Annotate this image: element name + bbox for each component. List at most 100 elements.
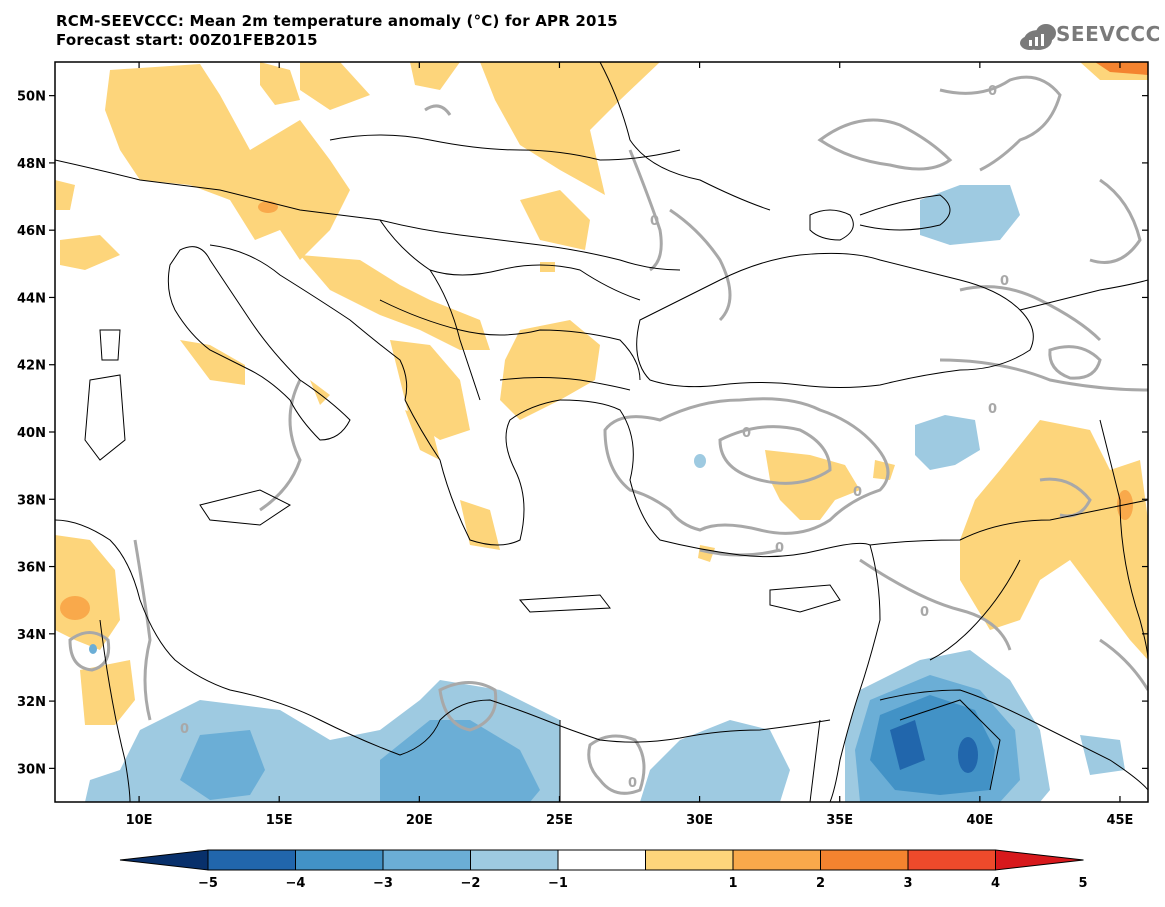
- contour-libya-ring: [438, 681, 498, 732]
- anomaly-spot-algeria: [89, 644, 97, 654]
- coastline-turkey: [559, 399, 871, 558]
- colorbar-segment: [382, 849, 471, 871]
- anomaly-area-greece-south: [460, 500, 500, 550]
- anomaly-area-italy-south: [310, 380, 330, 405]
- coastline-greece: [404, 399, 561, 546]
- contour-algeria: [133, 539, 152, 721]
- lon-label: 20E: [406, 813, 433, 828]
- contour-label: 0: [775, 541, 784, 556]
- anomaly-area-libya-east: [380, 720, 540, 802]
- coastline-black-sea: [636, 252, 1034, 388]
- colorbar-segment: [645, 849, 734, 871]
- colorbar-label: −5: [198, 876, 218, 891]
- contour-sea-ring: [1048, 345, 1102, 380]
- anomaly-area-turkey-east: [915, 415, 980, 470]
- border-jordan: [879, 689, 1148, 791]
- border-bulgaria: [499, 377, 631, 391]
- anomaly-area-hungary: [520, 190, 590, 250]
- border-algeria-tunisia: [99, 619, 131, 802]
- border-ukraine: [599, 62, 771, 211]
- positive-anomaly-strong: [60, 62, 1148, 620]
- border-hungary: [379, 219, 641, 301]
- anomaly-area-alps-west: [55, 180, 75, 210]
- colorbar-label: −2: [461, 876, 481, 891]
- anomaly-area-arabia-core: [890, 720, 925, 770]
- contour-label: 0: [742, 426, 751, 441]
- coastline-north-africa: [55, 519, 831, 756]
- border-saudi: [899, 699, 1001, 791]
- anomaly-area-sinai: [1080, 735, 1125, 775]
- contour-label: 0: [650, 214, 659, 229]
- contour-egypt-ring: [587, 734, 646, 795]
- colorbar-segment: [732, 849, 821, 871]
- colorbar-label: 5: [1078, 876, 1087, 891]
- contour-labels: 0 0 0 0 0 0 0 0 0 0: [180, 84, 1009, 791]
- colorbar-label: −3: [373, 876, 393, 891]
- border-egypt-israel: [809, 719, 821, 802]
- contour-iran: [1099, 638, 1148, 691]
- contour-romania: [628, 149, 663, 272]
- colorbar-segment: [907, 849, 996, 871]
- colorbar-arrow-right: [995, 849, 1084, 871]
- lon-label: 35E: [826, 813, 853, 828]
- contour-label: 0: [180, 722, 189, 737]
- lon-label: 25E: [546, 813, 573, 828]
- contour-label: 0: [628, 776, 637, 791]
- coastline-crete: [518, 594, 611, 613]
- lat-label: 30N: [17, 762, 46, 777]
- anomaly-area-croatia-serbia: [300, 255, 490, 350]
- contour-caspian: [939, 75, 1062, 172]
- map-plot-area: 0 0 0 0 0 0 0 0 0 0: [55, 62, 1148, 802]
- colorbar-label: 2: [816, 876, 825, 891]
- colorbar-label: −4: [286, 876, 306, 891]
- anomaly-area-north-alps: [300, 62, 370, 110]
- contour-turkey-west: [603, 397, 890, 535]
- colorbar-segment: [470, 849, 559, 871]
- border-balkans: [379, 299, 641, 381]
- lat-label: 40N: [17, 426, 46, 441]
- contour-moldova: [669, 208, 732, 322]
- contour-levant: [859, 558, 1012, 651]
- anomaly-area-serbia-small: [540, 262, 555, 272]
- contour-ukraine: [817, 118, 953, 171]
- anomaly-spot-aegean: [694, 454, 706, 468]
- border-central-europe: [55, 159, 681, 271]
- anomaly-area-bulgaria: [500, 320, 600, 420]
- coastline-levant: [829, 544, 881, 802]
- coastline-adriatic-east: [209, 244, 408, 401]
- contour-label: 0: [988, 402, 997, 417]
- country-borders: [55, 62, 1148, 802]
- colorbar-label: −1: [548, 876, 568, 891]
- colorbar-label: 1: [728, 876, 737, 891]
- logo-text: SEEVCCC: [1056, 22, 1161, 46]
- anomaly-area-east-turkey: [960, 420, 1148, 660]
- anomaly-area-egypt: [640, 720, 790, 802]
- coastline-crimea: [809, 209, 854, 241]
- coastline-cyprus: [769, 584, 841, 613]
- anomaly-area-greece-west: [405, 410, 440, 460]
- lon-label: 10E: [126, 813, 153, 828]
- anomaly-spot-caspian: [1095, 62, 1148, 75]
- anomaly-area-italy-north: [60, 235, 120, 270]
- latitude-axis: 50N 48N 46N 44N 42N 40N 38N 36N 34N 32N 30N: [17, 90, 1148, 777]
- anomaly-spot-austria: [258, 201, 278, 213]
- contour-label: 0: [1000, 274, 1009, 289]
- anomaly-area-tunisia-south: [80, 660, 135, 725]
- contour-italy-north: [424, 104, 452, 116]
- negative-anomaly-fills: [85, 185, 1125, 802]
- lat-label: 42N: [17, 359, 46, 374]
- lon-label: 30E: [686, 813, 713, 828]
- lat-label: 46N: [17, 224, 46, 239]
- lon-label: 45E: [1106, 813, 1133, 828]
- coastline-azov: [859, 194, 951, 231]
- colorbar-segment: [557, 849, 646, 871]
- colorbar-label: 4: [991, 876, 1000, 891]
- contour-label: 0: [853, 485, 862, 500]
- colorbar-segment: [820, 849, 909, 871]
- colorbar-segment: [207, 849, 296, 871]
- lon-label: 40E: [966, 813, 993, 828]
- anomaly-area-germany-east: [260, 62, 300, 105]
- coastline-sicily: [199, 489, 291, 526]
- border-iran: [1099, 419, 1148, 661]
